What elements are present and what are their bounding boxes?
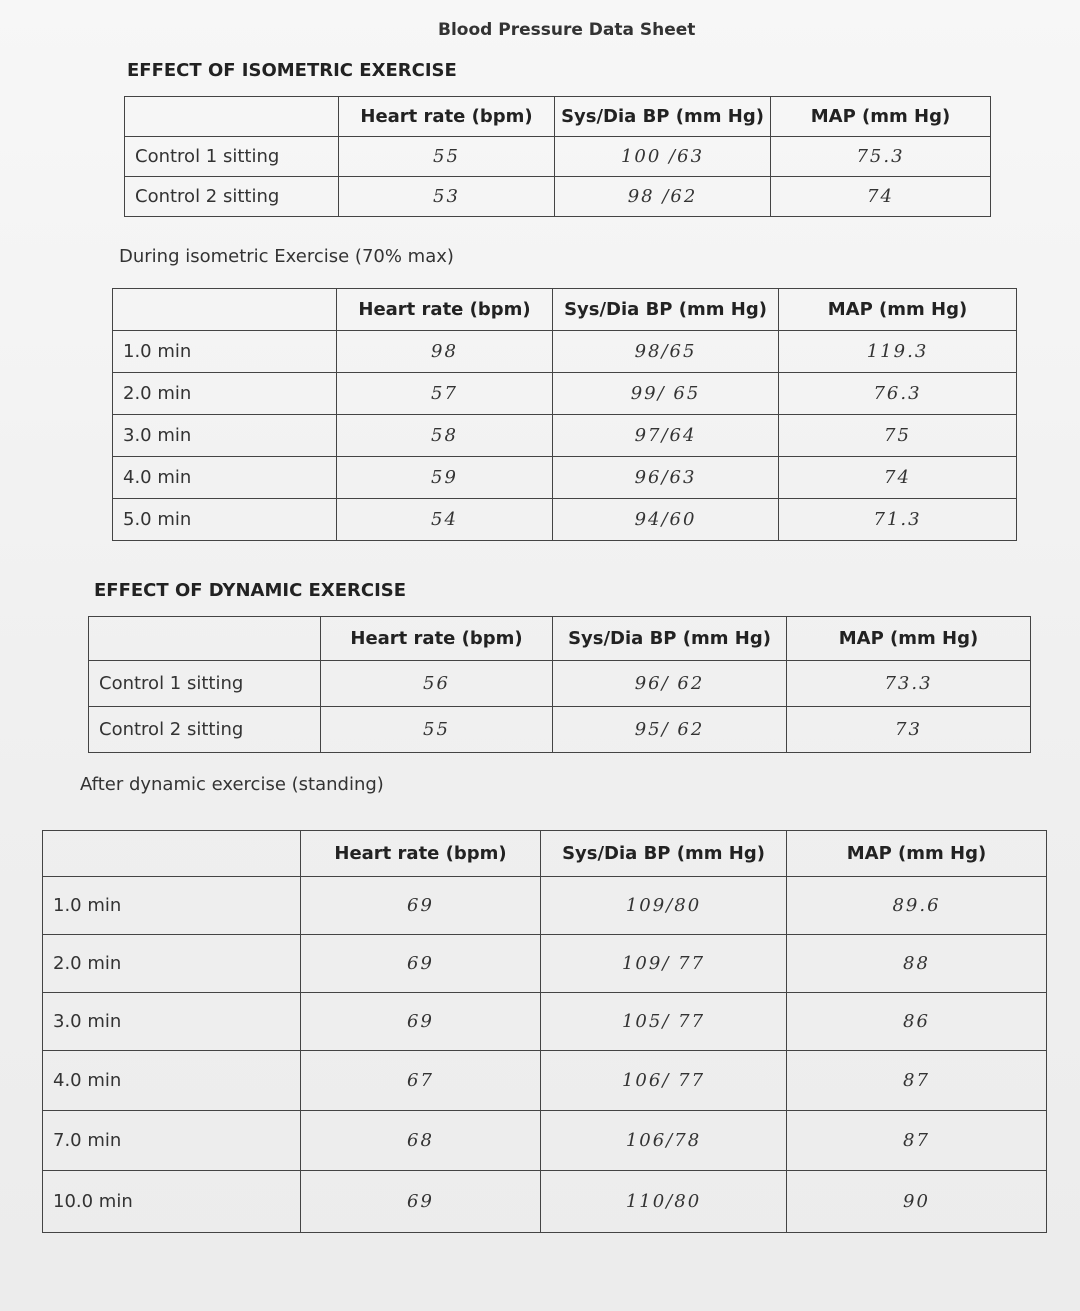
- table-row: 3.0 min 69 105/ 77 86: [42, 992, 1047, 1051]
- heart-rate-value: 56: [320, 660, 553, 707]
- bp-value: 106/78: [540, 1110, 787, 1171]
- heart-rate-value: 58: [336, 414, 553, 457]
- bp-value: 98 /62: [554, 176, 771, 217]
- row-label: 5.0 min: [112, 498, 337, 541]
- row-label: 4.0 min: [112, 456, 337, 499]
- row-label: Control 1 sitting: [88, 660, 321, 707]
- document-title: Blood Pressure Data Sheet: [438, 20, 696, 40]
- bp-value: 97/64: [552, 414, 779, 457]
- header-sys-dia-bp: Sys/Dia BP (mm Hg): [552, 616, 787, 661]
- row-label: Control 2 sitting: [124, 176, 339, 217]
- map-value: 71.3: [778, 498, 1017, 541]
- heart-rate-value: 68: [300, 1110, 541, 1171]
- heart-rate-value: 55: [320, 706, 553, 753]
- bp-value: 106/ 77: [540, 1050, 787, 1111]
- dynamic-control-table: Heart rate (bpm) Sys/Dia BP (mm Hg) MAP …: [88, 616, 1031, 753]
- table-row: 2.0 min 69 109/ 77 88: [42, 934, 1047, 993]
- row-label: 10.0 min: [42, 1170, 301, 1233]
- map-value: 86: [786, 992, 1047, 1051]
- map-value: 119.3: [778, 330, 1017, 373]
- table-row: Control 2 sitting 55 95/ 62 73: [88, 706, 1031, 753]
- bp-value: 94/60: [552, 498, 779, 541]
- header-sys-dia-bp: Sys/Dia BP (mm Hg): [552, 288, 779, 331]
- row-label: 1.0 min: [112, 330, 337, 373]
- bp-value: 95/ 62: [552, 706, 787, 753]
- header-heart-rate: Heart rate (bpm): [338, 96, 555, 137]
- heart-rate-value: 53: [338, 176, 555, 217]
- bp-value: 98/65: [552, 330, 779, 373]
- row-label: 2.0 min: [112, 372, 337, 415]
- bp-value: 105/ 77: [540, 992, 787, 1051]
- table-row: Control 2 sitting 53 98 /62 74: [124, 176, 991, 217]
- table-row: 7.0 min 68 106/78 87: [42, 1110, 1047, 1171]
- map-value: 87: [786, 1110, 1047, 1171]
- row-label: Control 1 sitting: [124, 136, 339, 177]
- row-label: 1.0 min: [42, 876, 301, 935]
- bp-value: 96/63: [552, 456, 779, 499]
- table-row: 1.0 min 98 98/65 119.3: [112, 330, 1017, 373]
- heart-rate-value: 69: [300, 1170, 541, 1233]
- bp-value: 96/ 62: [552, 660, 787, 707]
- row-label: 2.0 min: [42, 934, 301, 993]
- after-dynamic-title: After dynamic exercise (standing): [80, 774, 384, 795]
- map-value: 75: [778, 414, 1017, 457]
- heart-rate-value: 67: [300, 1050, 541, 1111]
- table-row: 4.0 min 59 96/63 74: [112, 456, 1017, 499]
- map-value: 73.3: [786, 660, 1031, 707]
- bp-value: 109/80: [540, 876, 787, 935]
- header-map: MAP (mm Hg): [770, 96, 991, 137]
- heart-rate-value: 69: [300, 992, 541, 1051]
- map-value: 87: [786, 1050, 1047, 1111]
- map-value: 89.6: [786, 876, 1047, 935]
- header-heart-rate: Heart rate (bpm): [300, 830, 541, 877]
- during-isometric-title: During isometric Exercise (70% max): [119, 246, 454, 267]
- table-row: Control 1 sitting 56 96/ 62 73.3: [88, 660, 1031, 707]
- map-value: 76.3: [778, 372, 1017, 415]
- map-value: 88: [786, 934, 1047, 993]
- row-label: 7.0 min: [42, 1110, 301, 1171]
- dynamic-after-table: Heart rate (bpm) Sys/Dia BP (mm Hg) MAP …: [42, 830, 1047, 1233]
- map-value: 90: [786, 1170, 1047, 1233]
- row-label: Control 2 sitting: [88, 706, 321, 753]
- heart-rate-value: 98: [336, 330, 553, 373]
- heart-rate-value: 59: [336, 456, 553, 499]
- header-heart-rate: Heart rate (bpm): [320, 616, 553, 661]
- row-label: 4.0 min: [42, 1050, 301, 1111]
- heart-rate-value: 57: [336, 372, 553, 415]
- heart-rate-value: 55: [338, 136, 555, 177]
- map-value: 74: [770, 176, 991, 217]
- row-label: 3.0 min: [112, 414, 337, 457]
- bp-value: 100 /63: [554, 136, 771, 177]
- bp-value: 99/ 65: [552, 372, 779, 415]
- isometric-during-table: Heart rate (bpm) Sys/Dia BP (mm Hg) MAP …: [112, 288, 1017, 541]
- table-row: 4.0 min 67 106/ 77 87: [42, 1050, 1047, 1111]
- heart-rate-value: 54: [336, 498, 553, 541]
- heart-rate-value: 69: [300, 934, 541, 993]
- table-row: Control 1 sitting 55 100 /63 75.3: [124, 136, 991, 177]
- row-label: 3.0 min: [42, 992, 301, 1051]
- header-sys-dia-bp: Sys/Dia BP (mm Hg): [554, 96, 771, 137]
- header-map: MAP (mm Hg): [786, 830, 1047, 877]
- table-row: 2.0 min 57 99/ 65 76.3: [112, 372, 1017, 415]
- isometric-section-title: EFFECT OF ISOMETRIC EXERCISE: [127, 60, 457, 81]
- table-row: 10.0 min 69 110/80 90: [42, 1170, 1047, 1233]
- table-row: 1.0 min 69 109/80 89.6: [42, 876, 1047, 935]
- map-value: 75.3: [770, 136, 991, 177]
- dynamic-section-title: EFFECT OF DYNAMIC EXERCISE: [94, 580, 407, 601]
- table-row: 3.0 min 58 97/64 75: [112, 414, 1017, 457]
- table-row: 5.0 min 54 94/60 71.3: [112, 498, 1017, 541]
- heart-rate-value: 69: [300, 876, 541, 935]
- isometric-control-table: Heart rate (bpm) Sys/Dia BP (mm Hg) MAP …: [124, 96, 991, 217]
- header-sys-dia-bp: Sys/Dia BP (mm Hg): [540, 830, 787, 877]
- header-heart-rate: Heart rate (bpm): [336, 288, 553, 331]
- header-map: MAP (mm Hg): [778, 288, 1017, 331]
- map-value: 74: [778, 456, 1017, 499]
- bp-value: 109/ 77: [540, 934, 787, 993]
- header-map: MAP (mm Hg): [786, 616, 1031, 661]
- bp-value: 110/80: [540, 1170, 787, 1233]
- map-value: 73: [786, 706, 1031, 753]
